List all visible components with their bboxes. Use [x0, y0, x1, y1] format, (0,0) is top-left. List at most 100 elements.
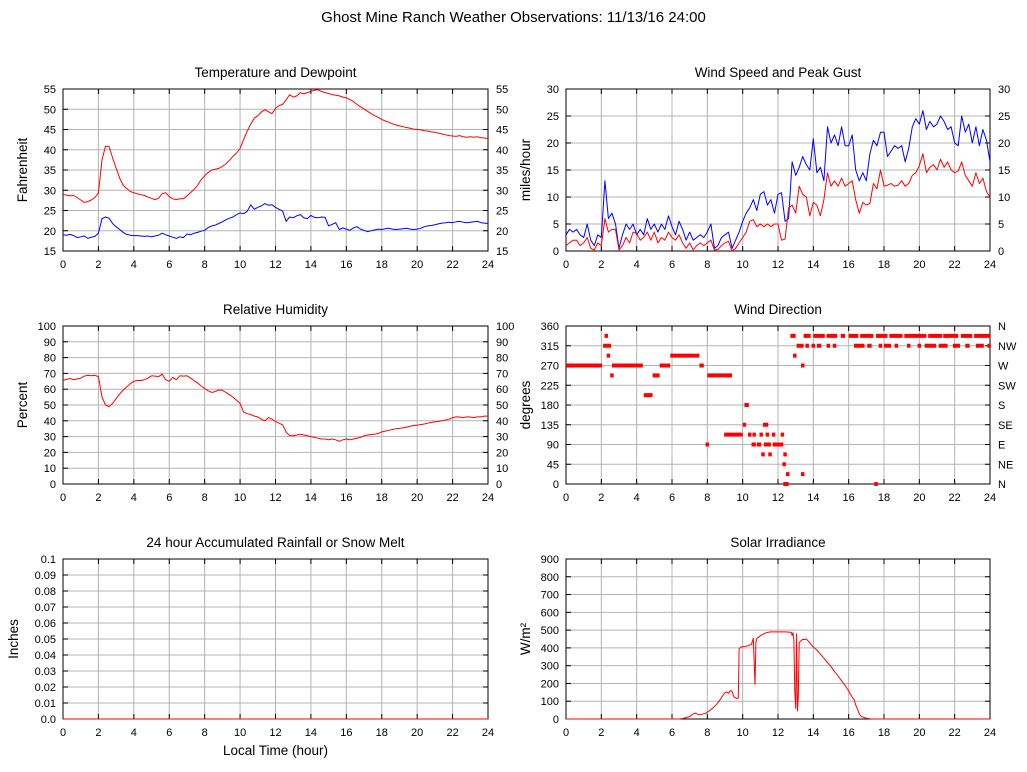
- y-tick-label-right: 90: [496, 337, 508, 349]
- x-tick-label: 10: [234, 727, 246, 739]
- x-tick-label: 22: [949, 259, 961, 271]
- relative-humidity-line: [62, 373, 488, 442]
- x-tick-label: 4: [131, 727, 137, 739]
- wind-speed-gust-title: Wind Speed and Peak Gust: [695, 65, 862, 80]
- y-tick-label: 0.08: [35, 586, 56, 598]
- wind-direction-title: Wind Direction: [734, 302, 822, 317]
- x-tick-label: 14: [305, 259, 317, 271]
- x-tick-label: 6: [166, 492, 172, 504]
- solar-irradiance-ylabel: W/m²: [518, 622, 533, 655]
- y-tick-label-right: 25: [496, 206, 508, 218]
- x-tick-label: 16: [843, 727, 855, 739]
- y-tick-label: 400: [541, 643, 559, 655]
- y-tick-label: 360: [541, 321, 559, 333]
- y-tick-label: 25: [44, 206, 56, 218]
- y-tick-label-right: 25: [998, 111, 1010, 123]
- y-tick-label: 800: [541, 572, 559, 584]
- y-tick-label-right: 60: [496, 384, 508, 396]
- y-tick-label: 30: [44, 185, 56, 197]
- y-tick-label: 35: [44, 165, 56, 177]
- rainfall-ylabel: Inches: [6, 619, 21, 659]
- x-tick-label: 4: [131, 492, 137, 504]
- compass-label: NW: [998, 341, 1017, 353]
- y-tick-label: 100: [541, 696, 559, 708]
- y-tick-label: 0.07: [35, 602, 56, 614]
- y-tick-label: 0.0: [41, 714, 56, 726]
- x-tick-label: 16: [340, 727, 352, 739]
- y-tick-label-right: 15: [496, 246, 508, 258]
- y-tick-label-right: 45: [496, 125, 508, 137]
- y-tick-label: 700: [541, 590, 559, 602]
- x-tick-label: 14: [807, 727, 819, 739]
- compass-label: SE: [998, 420, 1013, 432]
- y-tick-label: 55: [44, 84, 56, 96]
- x-tick-label: 22: [446, 492, 458, 504]
- y-tick-label-right: 100: [496, 321, 514, 333]
- y-tick-label: 900: [541, 554, 559, 566]
- y-tick-label-right: 20: [998, 138, 1010, 150]
- y-tick-label: 90: [44, 337, 56, 349]
- solar-irradiance-title: Solar Irradiance: [730, 535, 825, 550]
- y-tick-label: 20: [44, 447, 56, 459]
- y-tick-label: 0.04: [35, 650, 56, 662]
- y-tick-label: 60: [44, 384, 56, 396]
- temperature-dewpoint-ylabel: Fahrenheit: [15, 137, 30, 202]
- y-tick-label-right: 55: [496, 84, 508, 96]
- x-tick-label: 22: [446, 259, 458, 271]
- x-tick-label: 6: [669, 492, 675, 504]
- y-tick-label: 70: [44, 368, 56, 380]
- y-tick-label: 50: [44, 104, 56, 116]
- x-tick-label: 24: [482, 727, 494, 739]
- y-tick-label-right: 10: [998, 192, 1010, 204]
- temperature-line: [62, 89, 489, 203]
- x-tick-label: 10: [737, 492, 749, 504]
- y-tick-label: 0.03: [35, 666, 56, 678]
- x-tick-label: 24: [984, 492, 996, 504]
- y-tick-label: 0: [553, 714, 559, 726]
- x-tick-label: 24: [482, 492, 494, 504]
- rainfall-xlabel: Local Time (hour): [223, 743, 328, 758]
- x-tick-label: 2: [95, 727, 101, 739]
- y-tick-label-right: 30: [998, 84, 1010, 96]
- compass-label: N: [998, 321, 1006, 333]
- y-tick-label: 0.1: [41, 554, 56, 566]
- x-tick-label: 8: [202, 727, 208, 739]
- x-tick-label: 20: [411, 259, 423, 271]
- wind-speed-line: [565, 153, 991, 252]
- x-tick-label: 16: [340, 492, 352, 504]
- x-tick-label: 8: [202, 259, 208, 271]
- page-title: Ghost Mine Ranch Weather Observations: 1…: [321, 9, 706, 26]
- y-tick-label: 10: [44, 463, 56, 475]
- y-tick-label: 0.09: [35, 570, 56, 582]
- x-tick-label: 6: [669, 259, 675, 271]
- x-tick-label: 20: [411, 727, 423, 739]
- x-tick-label: 24: [984, 259, 996, 271]
- y-tick-label: 45: [44, 125, 56, 137]
- x-tick-label: 10: [737, 727, 749, 739]
- plot-border: [565, 325, 991, 485]
- plot-border: [62, 325, 489, 485]
- x-tick-label: 18: [878, 492, 890, 504]
- peak-gust-line: [565, 110, 991, 249]
- y-tick-label: 0.05: [35, 634, 56, 646]
- x-tick-label: 12: [269, 492, 281, 504]
- x-tick-label: 4: [634, 259, 640, 271]
- y-tick-label: 0.01: [35, 698, 56, 710]
- plot-border: [565, 558, 991, 720]
- solar-irradiance-line: [566, 631, 990, 720]
- x-tick-label: 6: [166, 259, 172, 271]
- relative-humidity-title: Relative Humidity: [223, 302, 328, 317]
- y-tick-label: 180: [541, 400, 559, 412]
- x-tick-label: 10: [234, 259, 246, 271]
- x-tick-label: 0: [60, 492, 66, 504]
- x-tick-label: 0: [563, 727, 569, 739]
- compass-label: SW: [998, 380, 1016, 392]
- x-tick-label: 24: [984, 727, 996, 739]
- y-tick-label-right: 50: [496, 400, 508, 412]
- y-tick-label: 270: [541, 361, 559, 373]
- x-tick-label: 18: [878, 727, 890, 739]
- compass-label: S: [998, 400, 1005, 412]
- x-tick-label: 12: [772, 492, 784, 504]
